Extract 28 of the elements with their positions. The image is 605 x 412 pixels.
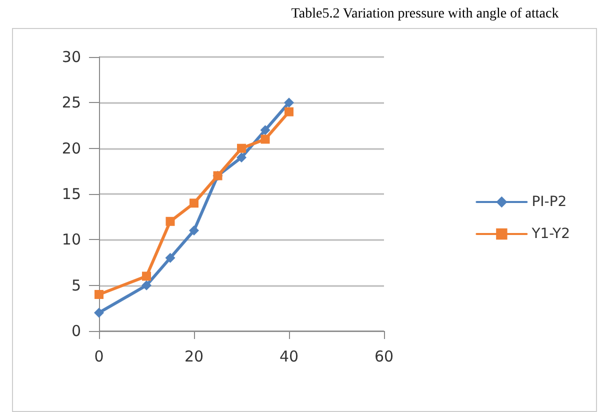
point <box>284 107 294 116</box>
y-tick-label: 20 <box>62 139 81 158</box>
point <box>166 216 175 226</box>
point <box>94 308 104 318</box>
point <box>189 226 199 236</box>
point <box>237 144 246 153</box>
x-tick-label: 20 <box>184 348 204 366</box>
point <box>142 280 152 290</box>
point <box>165 252 176 263</box>
point <box>284 98 294 108</box>
point <box>260 134 270 144</box>
point <box>260 125 270 136</box>
point <box>190 198 198 208</box>
y-tick-label: 0 <box>71 322 81 340</box>
x-tick-label: 0 <box>94 348 104 366</box>
point <box>94 290 104 299</box>
point <box>142 272 151 281</box>
text: Table5.2 Variation pressure with angle of attack <box>291 6 559 22</box>
legend-label: Y1-Y2 <box>530 226 570 242</box>
y-tick-label: 5 <box>71 276 81 294</box>
y-tick-label: 30 <box>62 48 81 66</box>
x-tick-label: 60 <box>374 348 394 366</box>
y-tick-label: 25 <box>62 94 81 112</box>
x-tick-label: 40 <box>279 348 299 366</box>
legend-label: PI-P2 <box>532 194 567 210</box>
y-tick-label: 15 <box>62 185 81 203</box>
y-tick-label: 10 <box>62 230 81 249</box>
point <box>236 152 246 162</box>
